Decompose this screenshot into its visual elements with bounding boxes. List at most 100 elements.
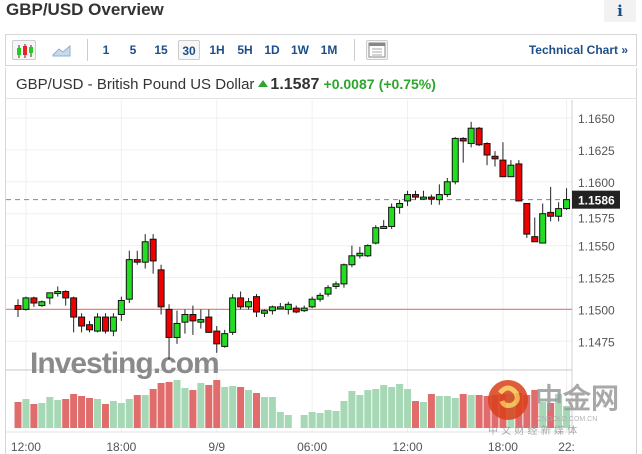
candle-body bbox=[308, 298, 316, 308]
investing-watermark: Investing.com bbox=[30, 347, 219, 380]
interval-1m[interactable]: 1M bbox=[320, 43, 338, 57]
volume-bar bbox=[149, 389, 157, 428]
interval-1w[interactable]: 1W bbox=[291, 43, 309, 57]
volume-bar bbox=[237, 387, 245, 428]
candle-body bbox=[14, 305, 22, 310]
x-tick-label: 22: bbox=[558, 440, 575, 454]
layout-button[interactable] bbox=[366, 40, 388, 60]
candle-body bbox=[237, 297, 245, 308]
volume-bar bbox=[348, 391, 356, 428]
interval-30[interactable]: 30 bbox=[178, 40, 200, 60]
volume-bar bbox=[419, 402, 427, 428]
volume-bar bbox=[276, 412, 284, 428]
interval-5[interactable]: 5 bbox=[129, 43, 137, 57]
candle-body bbox=[419, 196, 427, 200]
volume-bar bbox=[101, 404, 109, 428]
candle-body bbox=[292, 307, 300, 313]
x-tick-label: 12:00 bbox=[11, 440, 41, 454]
candle-body bbox=[30, 297, 38, 304]
info-icon[interactable]: i bbox=[604, 0, 636, 22]
interval-1d[interactable]: 1D bbox=[264, 43, 280, 57]
candle-body bbox=[388, 206, 396, 227]
candle-body bbox=[125, 259, 133, 300]
candle-body bbox=[435, 194, 443, 201]
candle-body bbox=[165, 308, 173, 338]
candle-body bbox=[340, 264, 348, 285]
candle-body bbox=[563, 199, 571, 210]
interval-1[interactable]: 1 bbox=[102, 43, 110, 57]
area-chart-button[interactable] bbox=[50, 40, 74, 60]
candle-body bbox=[491, 155, 499, 160]
interval-1h[interactable]: 1H bbox=[209, 43, 225, 57]
candle-body bbox=[149, 238, 157, 262]
volume-bar bbox=[125, 399, 133, 428]
candle-body bbox=[412, 194, 419, 198]
volume-bar bbox=[38, 403, 46, 428]
candlestick-icon bbox=[17, 44, 33, 58]
volume-bar bbox=[22, 399, 30, 428]
volume-bar bbox=[173, 380, 181, 428]
candle-body bbox=[276, 306, 284, 310]
volume-bar bbox=[253, 393, 260, 428]
candle-body bbox=[459, 137, 467, 142]
candle-body bbox=[284, 303, 292, 310]
candle-body bbox=[109, 316, 117, 332]
candle-body bbox=[300, 307, 308, 312]
candle-body bbox=[157, 269, 165, 308]
volume-bar bbox=[539, 402, 547, 428]
volume-bar bbox=[300, 415, 308, 428]
instrument-name: GBP/USD - British Pound US Dollar bbox=[16, 76, 255, 93]
x-tick-label: 18:00 bbox=[488, 440, 518, 454]
volume-bar bbox=[30, 404, 38, 428]
candle-body bbox=[451, 137, 459, 183]
candle-body bbox=[499, 159, 507, 178]
candle-body bbox=[173, 322, 181, 338]
candle-body bbox=[22, 297, 30, 310]
volume-bar bbox=[165, 382, 173, 428]
cngold-logo-icon bbox=[488, 380, 528, 420]
candle-body bbox=[221, 333, 229, 347]
volume-bar bbox=[475, 395, 483, 428]
candle-body bbox=[380, 225, 388, 229]
volume-bar bbox=[197, 383, 205, 428]
volume-bar bbox=[523, 395, 531, 428]
divider bbox=[354, 39, 355, 61]
candle-body bbox=[229, 297, 237, 333]
interval-15[interactable]: 15 bbox=[154, 43, 168, 57]
volume-bar bbox=[547, 403, 555, 428]
x-tick-label: 9/9 bbox=[208, 440, 225, 454]
divider bbox=[5, 98, 637, 99]
candle-body bbox=[46, 292, 54, 299]
x-tick-label: 18:00 bbox=[106, 440, 136, 454]
volume-bar bbox=[467, 395, 475, 428]
y-tick-label: 1.1475 bbox=[578, 335, 615, 349]
volume-bar bbox=[531, 390, 539, 428]
area-chart-icon bbox=[52, 44, 71, 57]
volume-bar bbox=[205, 385, 213, 428]
volume-bar bbox=[451, 398, 459, 428]
candle-body bbox=[101, 316, 109, 332]
interval-5h[interactable]: 5H bbox=[237, 43, 253, 57]
candle-body bbox=[523, 202, 531, 235]
candlestick-chart-button[interactable] bbox=[12, 40, 36, 60]
cngold-subtitle: 中 文 财 经 新 媒 体 bbox=[488, 424, 577, 437]
candle-body bbox=[205, 316, 213, 333]
candle-body bbox=[547, 211, 555, 217]
volume-bar bbox=[388, 387, 396, 428]
chart-panel bbox=[5, 68, 637, 454]
volume-bar bbox=[157, 383, 165, 428]
technical-chart-link[interactable]: Technical Chart » bbox=[528, 43, 628, 57]
candle-body bbox=[253, 296, 260, 313]
candle-body bbox=[260, 310, 268, 314]
candle-body bbox=[507, 164, 515, 178]
volume-bar bbox=[443, 396, 451, 428]
volume-bar bbox=[364, 390, 372, 428]
volume-bar bbox=[229, 386, 237, 428]
y-tick-label: 1.1550 bbox=[578, 240, 615, 254]
volume-bar bbox=[324, 410, 332, 428]
candle-body bbox=[38, 301, 46, 307]
page-title: GBP/USD Overview bbox=[6, 0, 164, 19]
cngold-logo-swirl bbox=[498, 385, 520, 408]
